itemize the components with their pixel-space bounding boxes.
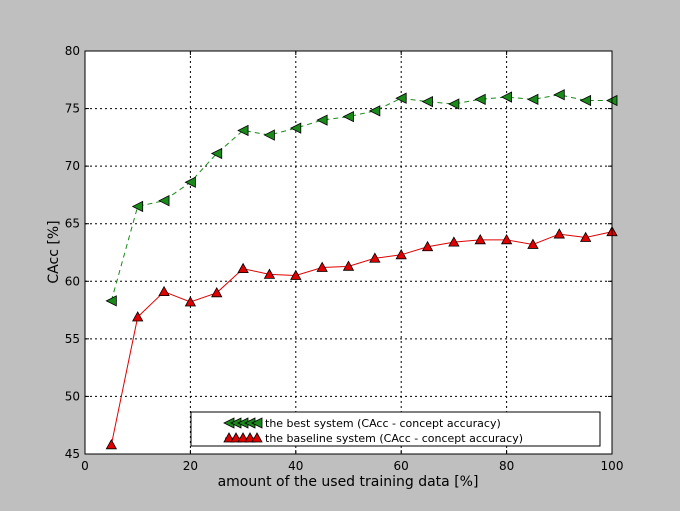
series-1-point xyxy=(131,200,144,213)
series-1-point xyxy=(316,114,328,126)
series-2-point xyxy=(290,269,302,280)
series-2-point xyxy=(395,248,407,260)
series-1-point xyxy=(342,110,354,123)
x-tick-label: 60 xyxy=(394,459,409,473)
series-2-point xyxy=(448,236,460,247)
series-1-point xyxy=(395,92,407,104)
plot-frame xyxy=(84,50,613,455)
series-2-point xyxy=(579,231,592,242)
x-tick-label: 0 xyxy=(81,459,89,473)
series-2-point xyxy=(184,296,197,307)
y-tick-label: 55 xyxy=(65,332,80,346)
series-2-point xyxy=(342,260,355,271)
series-2-point xyxy=(421,240,434,252)
y-tick-label: 50 xyxy=(65,389,80,403)
series-1-point xyxy=(158,195,170,207)
series-2-point xyxy=(527,238,539,249)
legend-label-2: the baseline system (CAcc - concept accu… xyxy=(265,432,523,445)
legend-marker-1 xyxy=(251,417,263,429)
legend-marker-2 xyxy=(237,432,249,443)
plot-area xyxy=(85,51,612,454)
y-tick-label: 75 xyxy=(65,102,80,116)
y-tick-label: 60 xyxy=(65,274,80,288)
legend-marker-2 xyxy=(223,432,235,443)
legend-marker-2 xyxy=(230,432,242,443)
series-1-point xyxy=(210,147,223,160)
y-tick-label: 80 xyxy=(65,44,80,58)
series-1-point xyxy=(474,93,486,106)
x-tick-label: 20 xyxy=(183,459,198,473)
series-1-point xyxy=(184,176,196,188)
series-1-point xyxy=(237,124,249,137)
series-1-point xyxy=(289,122,302,134)
series-2-point xyxy=(211,286,223,298)
series-2-point xyxy=(105,438,118,450)
series-1-point xyxy=(527,93,539,106)
legend-label-1: the best system (CAcc - concept accuracy… xyxy=(265,417,501,430)
legend-marker-2 xyxy=(244,432,256,443)
series-2-point xyxy=(158,285,170,297)
series-2-point xyxy=(316,261,328,272)
x-tick-label: 40 xyxy=(288,459,303,473)
series-line-2 xyxy=(110,231,613,445)
series-2-point xyxy=(553,228,565,239)
series-2-point xyxy=(263,268,276,279)
legend: the best system (CAcc - concept accuracy… xyxy=(190,411,601,447)
x-tick-label: 80 xyxy=(499,459,514,473)
series-markers xyxy=(105,89,618,450)
x-axis-label: amount of the used training data [%] xyxy=(218,474,479,490)
legend-marker-2 xyxy=(251,432,263,443)
series-1-point xyxy=(448,98,460,110)
series-2-point xyxy=(500,234,513,245)
y-tick-label: 70 xyxy=(65,159,80,173)
x-tick-label: 100 xyxy=(601,459,624,473)
y-tick-label: 45 xyxy=(65,447,80,461)
series-1-point xyxy=(500,91,513,103)
series-1-point xyxy=(553,89,565,101)
series-1-point xyxy=(421,96,433,108)
series-1-point xyxy=(368,105,381,117)
series-2-point xyxy=(132,311,144,322)
series-1-point xyxy=(263,129,275,141)
y-axis-label: CAcc [%] xyxy=(46,220,62,283)
series-2-point xyxy=(474,234,486,245)
series-1-point xyxy=(579,94,592,107)
series-2-point xyxy=(369,252,381,263)
y-tick-label: 65 xyxy=(65,217,80,231)
series-1-point xyxy=(105,295,117,307)
series-2-point xyxy=(237,262,249,274)
